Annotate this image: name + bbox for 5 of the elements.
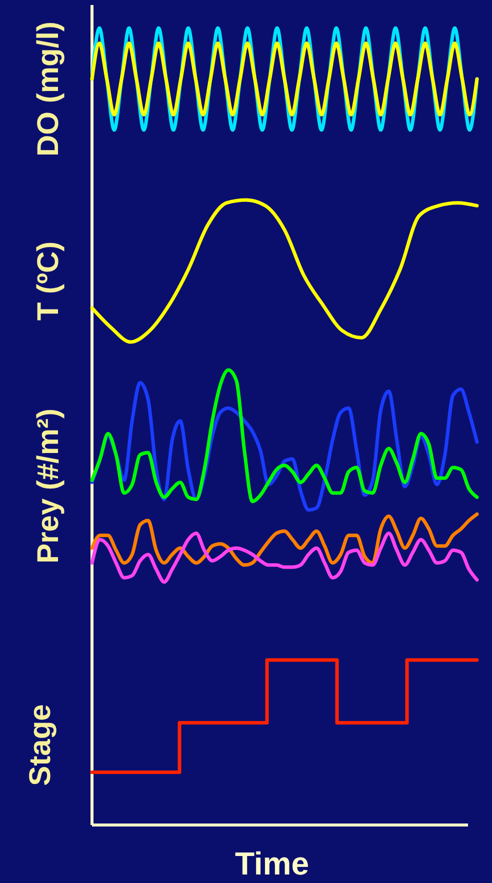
x-axis-title: Time bbox=[234, 845, 310, 882]
y-axis-title: Prey (#/m²) bbox=[32, 408, 65, 564]
y-axis-title: Stage bbox=[24, 704, 57, 786]
y-axis-title: DO (mg/l) bbox=[32, 22, 65, 156]
y-axis-title: T (ºC) bbox=[32, 241, 65, 321]
